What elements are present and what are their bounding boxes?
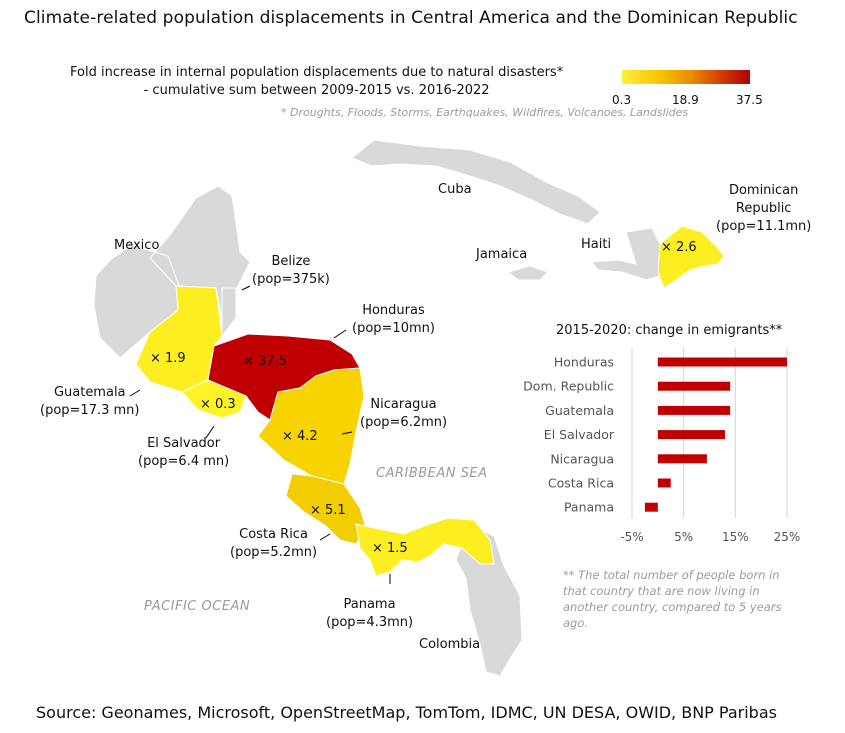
panama-pop: (pop=4.3mn) xyxy=(326,615,414,630)
guatemala-name: Guatemala xyxy=(53,385,126,400)
panama-fold-value: × 1.5 xyxy=(372,541,408,556)
belize-pop: (pop=375k) xyxy=(252,272,330,287)
costarica-shape xyxy=(285,473,367,545)
guatemala-fold-value: × 1.9 xyxy=(150,351,186,366)
category-label: Panama xyxy=(564,500,614,515)
pacific-ocean-label: PACIFIC OCEAN xyxy=(144,599,251,614)
cuba-label: Cuba xyxy=(438,182,472,197)
nicaragua-fold-value: × 4.2 xyxy=(282,429,318,444)
source-line: Source: Geonames, Microsoft, OpenStreetM… xyxy=(36,703,777,722)
costarica-name: Costa Rica xyxy=(239,527,308,542)
bar xyxy=(657,454,707,464)
nicaragua-shape xyxy=(257,367,365,485)
map-subtitle: Fold increase in internal population dis… xyxy=(70,64,563,100)
legend-min-label: 0.3 xyxy=(612,93,632,107)
color-scale-legend xyxy=(622,70,750,84)
bar xyxy=(644,502,658,512)
nicaragua-label: Nicaragua (pop=6.2mn) xyxy=(360,396,447,432)
elsalvador-label: El Salvador (pop=6.4 mn) xyxy=(138,435,229,471)
x-tick-label: 5% xyxy=(674,530,693,544)
chart-title: Climate-related population displacements… xyxy=(24,8,798,28)
honduras-pop: (pop=10mn) xyxy=(352,321,435,336)
costarica-fold-value: × 5.1 xyxy=(310,503,346,518)
belize-shape xyxy=(221,287,237,338)
elsalvador-name: El Salvador xyxy=(147,436,221,451)
legend-max-label: 37.5 xyxy=(736,93,763,107)
bar xyxy=(657,478,671,488)
caribbean-sea-label: CARIBBEAN SEA xyxy=(376,466,488,481)
dominican-pop: (pop=11.1mn) xyxy=(716,219,812,234)
guatemala-leader xyxy=(129,389,141,397)
subtitle-line-1: Fold increase in internal population dis… xyxy=(70,65,564,80)
bar xyxy=(657,381,731,391)
category-label: Nicaragua xyxy=(550,451,614,466)
colombia-shape xyxy=(455,523,523,677)
panama-name: Panama xyxy=(343,597,396,612)
belize-label: Belize (pop=375k) xyxy=(252,253,330,289)
haiti-label: Haiti xyxy=(581,237,612,252)
colombia-label: Colombia xyxy=(419,637,481,652)
honduras-leader xyxy=(333,329,347,339)
category-label: Dom. Republic xyxy=(523,379,614,394)
legend-mid-label: 18.9 xyxy=(672,93,699,107)
mexico-label: Mexico xyxy=(114,238,160,253)
bar xyxy=(657,430,725,440)
subtitle-line-2: - cumulative sum between 2009-2015 vs. 2… xyxy=(143,83,490,98)
bar-chart-title: 2015-2020: change in emigrants** xyxy=(556,323,783,338)
dominican-fold-value: × 2.6 xyxy=(661,240,697,255)
x-tick-label: 15% xyxy=(722,530,749,544)
guatemala-pop: (pop=17.3 mn) xyxy=(40,403,140,418)
category-label: Guatemala xyxy=(545,403,614,418)
belize-leader xyxy=(241,285,251,291)
honduras-label: Honduras (pop=10mn) xyxy=(352,302,435,338)
nicaragua-name: Nicaragua xyxy=(370,397,437,412)
jamaica-label: Jamaica xyxy=(476,247,528,262)
costarica-leader xyxy=(319,533,331,541)
cuba-shape xyxy=(351,139,601,225)
costarica-pop: (pop=5.2mn) xyxy=(230,545,318,560)
guatemala-label: Guatemala (pop=17.3 mn) xyxy=(40,384,139,420)
dominican-name-2: Republic xyxy=(735,201,792,216)
nicaragua-leader xyxy=(341,431,353,435)
jamaica-shape xyxy=(506,265,549,281)
dominican-label: Dominican Republic (pop=11.1mn) xyxy=(716,182,811,236)
emigrants-footnote: ** The total number of people born in th… xyxy=(563,568,782,630)
panama-shape xyxy=(355,517,495,577)
bar xyxy=(657,405,731,415)
disasters-footnote: * Droughts, Floods, Storms, Earthquakes,… xyxy=(281,106,689,119)
elsalvador-fold-value: × 0.3 xyxy=(200,397,236,412)
elsalvador-pop: (pop=6.4 mn) xyxy=(138,454,230,469)
category-label: El Salvador xyxy=(544,427,615,442)
x-tick-label: 25% xyxy=(774,530,801,544)
costarica-label: Costa Rica (pop=5.2mn) xyxy=(230,526,317,562)
bar xyxy=(657,357,787,367)
nicaragua-pop: (pop=6.2mn) xyxy=(360,415,448,430)
x-tick-label: -5% xyxy=(620,530,643,544)
dominican-shape xyxy=(657,225,725,289)
category-label: Costa Rica xyxy=(548,476,614,491)
dominican-name-1: Dominican xyxy=(728,183,799,198)
category-label: Honduras xyxy=(554,355,614,370)
elsalvador-shape xyxy=(181,379,247,419)
panama-label: Panama (pop=4.3mn) xyxy=(326,596,413,632)
honduras-name: Honduras xyxy=(362,303,425,318)
honduras-fold-value: × 37.5 xyxy=(243,354,287,369)
elsalvador-leader xyxy=(205,425,215,439)
belize-name: Belize xyxy=(271,254,311,269)
